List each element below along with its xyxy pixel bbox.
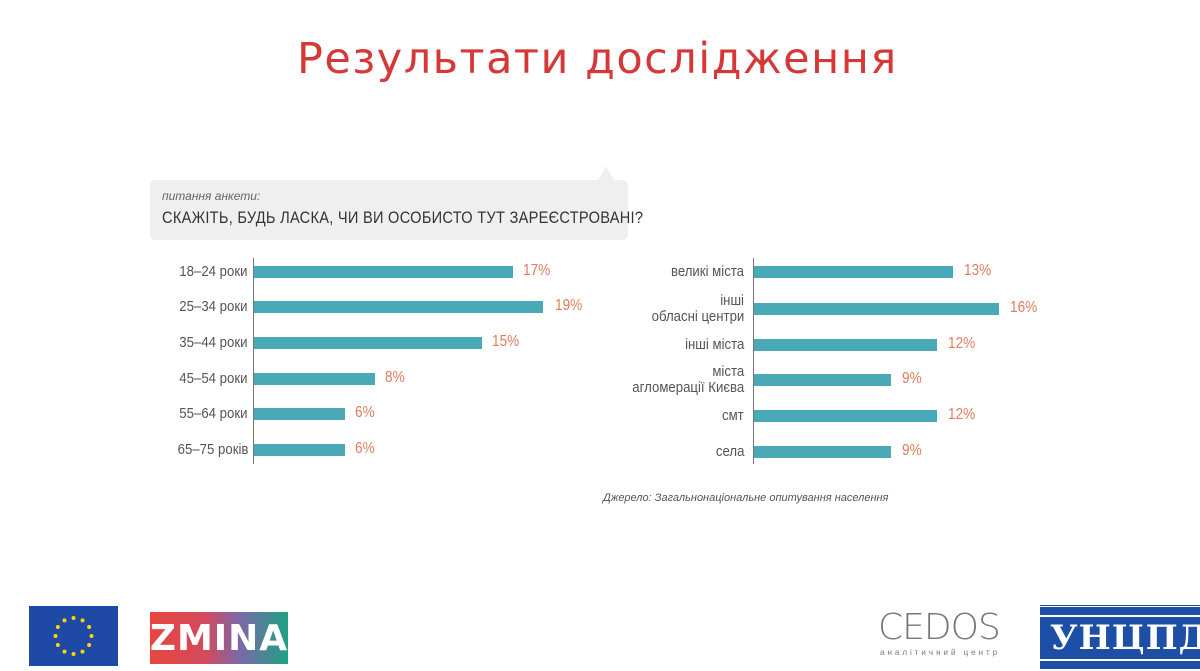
bar — [254, 373, 375, 385]
zmina-logo: ZMINA — [150, 612, 288, 664]
eu-stars-icon — [53, 616, 94, 656]
bar — [254, 266, 513, 278]
bar — [754, 446, 891, 458]
left-chart-axis — [253, 258, 254, 464]
bar — [254, 337, 482, 349]
bar — [754, 266, 953, 278]
bar-value: 6% — [355, 440, 375, 457]
question-label: питання анкети: — [162, 189, 261, 203]
unc-logo-text: УНЦПД — [1050, 618, 1200, 658]
bar-label: міста — [712, 363, 744, 380]
cedos-logo-subtitle: аналітичний центр — [880, 648, 1001, 657]
bar-value: 17% — [523, 262, 551, 279]
bar — [754, 410, 937, 422]
bar-label: смт — [722, 407, 744, 424]
cedos-logo-name: CEDOS — [878, 607, 1001, 648]
bar — [754, 374, 891, 386]
bar-label: інші — [720, 292, 744, 309]
source-note: Джерело: Загальнонаціональне опитування … — [603, 492, 889, 504]
bar-value: 15% — [492, 333, 520, 350]
bar-value: 12% — [948, 406, 976, 423]
bar-value: 12% — [948, 335, 976, 352]
zmina-logo-text: ZMINA — [149, 617, 289, 659]
bar — [254, 301, 543, 313]
bar-label: 25–34 роки — [179, 298, 248, 315]
bar-label: 35–44 роки — [179, 334, 248, 351]
bar-label: обласні центри — [651, 308, 744, 325]
bar-label: 18–24 роки — [179, 263, 248, 280]
bar-value: 8% — [385, 369, 405, 386]
bar-label: інші міста — [684, 336, 744, 353]
speech-bubble-tail — [598, 166, 614, 180]
question-text: СКАЖІТЬ, БУДЬ ЛАСКА, ЧИ ВИ ОСОБИСТО ТУТ … — [162, 208, 644, 227]
bar-value: 19% — [555, 297, 583, 314]
cedos-logo: CEDOS аналітичний центр — [878, 608, 1010, 664]
bar-label: села — [715, 443, 744, 460]
bar-label: 45–54 роки — [179, 370, 248, 387]
page-title: Результати дослідження — [297, 34, 898, 84]
right-chart-axis — [753, 258, 754, 464]
question-box: питання анкети: СКАЖІТЬ, БУДЬ ЛАСКА, ЧИ … — [150, 166, 643, 240]
bar-value: 16% — [1010, 299, 1038, 316]
unc-logo: УНЦПД — [1040, 604, 1200, 669]
bar-value: 13% — [964, 262, 992, 279]
eu-flag-logo — [29, 606, 118, 666]
bar — [754, 303, 999, 315]
bar — [754, 339, 937, 351]
bar — [254, 408, 345, 420]
bar-label: агломерації Києва — [632, 379, 744, 396]
bar — [254, 444, 345, 456]
bar-label: 65–75 років — [177, 441, 248, 458]
bar-label: 55–64 роки — [179, 405, 248, 422]
bar-value: 9% — [902, 370, 922, 387]
bar-value: 6% — [355, 404, 375, 421]
bar-value: 9% — [902, 442, 922, 459]
bar-label: великі міста — [670, 263, 744, 280]
